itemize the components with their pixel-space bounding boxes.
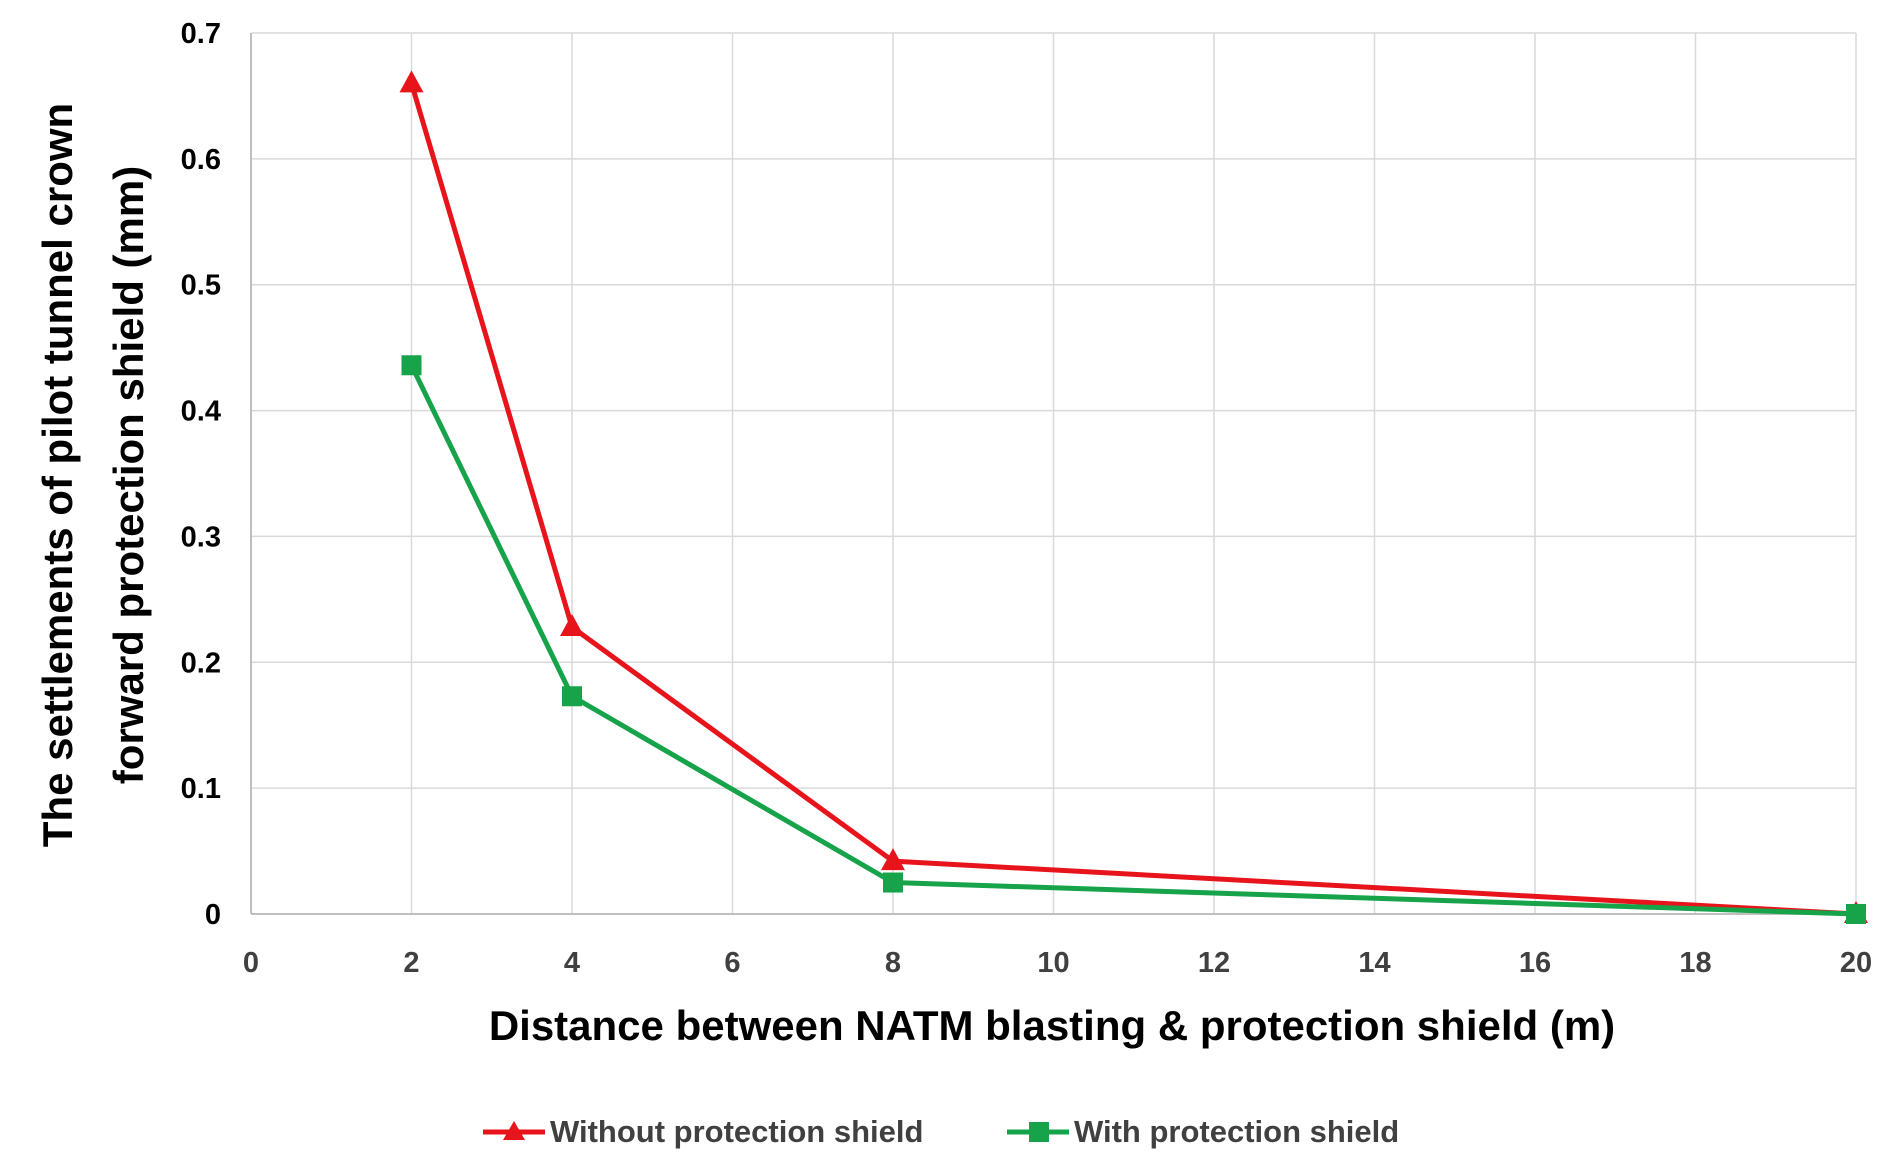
data-point-triangle[interactable] (881, 848, 905, 871)
y-tick-label: 0.2 (181, 647, 221, 679)
data-point-square[interactable] (883, 872, 903, 893)
y-tick-label: 0.1 (181, 773, 221, 805)
legend-item-with-shield[interactable]: With protection shield (1007, 1114, 1399, 1149)
x-tick-label: 14 (1358, 947, 1390, 979)
axes (250, 33, 1856, 915)
grid (251, 32, 1857, 914)
legend: Without protection shield With protectio… (483, 1114, 1399, 1149)
x-tick-label: 0 (243, 947, 259, 979)
y-axis-title-line-1: The settlements of pilot tunnel crown (34, 103, 81, 847)
legend-label-with-shield: With protection shield (1074, 1114, 1399, 1149)
series-line-with-protection-shield (409, 364, 1857, 917)
data-point-square[interactable] (1846, 904, 1866, 924)
x-tick-label: 12 (1198, 947, 1230, 979)
series (399, 70, 1868, 924)
legend-square-marker (1029, 1122, 1049, 1142)
x-tick-label: 2 (403, 947, 419, 979)
data-point-triangle[interactable] (560, 614, 584, 637)
data-point-square[interactable] (401, 355, 422, 376)
x-tick-label: 16 (1519, 947, 1551, 979)
data-point-triangle[interactable] (399, 70, 424, 93)
x-tick-label: 20 (1840, 947, 1872, 979)
y-tick-label: 0.5 (181, 270, 221, 302)
y-tick-label: 0.6 (181, 144, 221, 176)
y-tick-label: 0.7 (181, 18, 221, 50)
legend-label-without-shield: Without protection shield (550, 1114, 923, 1149)
y-tick-label: 0 (205, 899, 221, 931)
legend-triangle-marker (503, 1121, 525, 1140)
series-line-without-protection-shield (409, 82, 1857, 917)
x-tick-label: 8 (885, 947, 901, 979)
x-axis-title: Distance between NATM blasting & protect… (489, 1002, 1615, 1049)
legend-item-without-shield[interactable]: Without protection shield (483, 1114, 923, 1149)
x-tick-label: 4 (564, 947, 580, 979)
x-tick-label: 10 (1037, 947, 1069, 979)
y-tick-label: 0.3 (181, 521, 221, 553)
x-tick-label: 6 (724, 947, 740, 979)
y-axis-title-line-2: forward protection shield (mm) (105, 166, 152, 784)
tick-labels: 0 0.1 0.2 0.3 0.4 0.5 0.6 0.7 0 2 4 6 8 10 12 14 16 18 20 (181, 18, 1872, 979)
y-tick-label: 0.4 (181, 396, 221, 428)
x-tick-label: 18 (1679, 947, 1711, 979)
data-point-square[interactable] (562, 686, 582, 707)
